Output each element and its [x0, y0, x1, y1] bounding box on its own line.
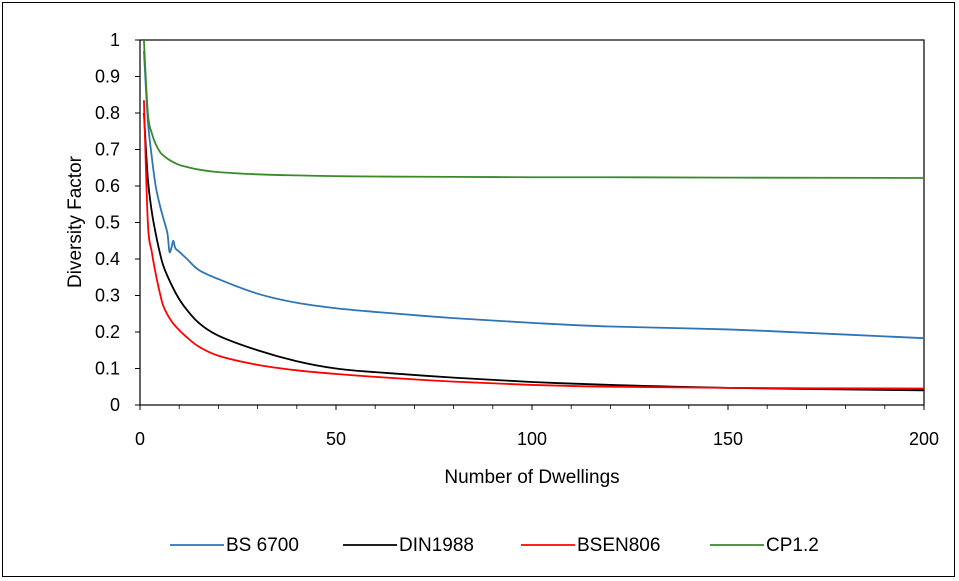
y-tick-label: 1 [110, 30, 120, 50]
legend: BS 6700 DIN1988 BSEN806 CP1.2 [170, 535, 819, 556]
x-axis-ticks: 0 50 100 150 200 [135, 405, 939, 449]
y-tick-label: 0.9 [95, 67, 120, 87]
x-tick-label: 50 [326, 429, 346, 449]
legend-label-bs-6700: BS 6700 [226, 535, 299, 556]
y-tick-label: 0.5 [95, 213, 120, 233]
x-tick-label: 150 [713, 429, 743, 449]
y-axis-title: Diversity Factor [65, 155, 86, 288]
x-axis-title: Number of Dwellings [444, 467, 619, 488]
x-tick-label: 200 [909, 429, 939, 449]
series-line-cp1-2 [143, 39, 925, 179]
legend-label-bsen806: BSEN806 [577, 535, 660, 556]
y-tick-label: 0.3 [95, 286, 120, 306]
y-tick-label: 0.8 [95, 103, 120, 123]
series-line-bsen806 [143, 100, 925, 390]
legend-label-din1988: DIN1988 [399, 535, 474, 556]
series-line-bs-6700 [143, 50, 925, 340]
y-tick-label: 0.2 [95, 322, 120, 342]
y-tick-label: 0 [110, 395, 120, 415]
legend-label-cp1-2: CP1.2 [766, 535, 819, 556]
y-tick-label: 0.4 [95, 249, 120, 269]
x-tick-label: 100 [517, 429, 547, 449]
x-tick-label: 0 [135, 429, 145, 449]
y-axis-ticks: 0 0.1 0.2 0.3 0.4 0.5 0.6 0.7 0.8 0.9 1 [95, 30, 140, 415]
series-line-din1988 [143, 112, 925, 392]
diversity-factor-line-chart: 0 50 100 150 200 0 0.1 0.2 0.3 0.4 0.5 0.6 0.7 0.8 0.… [65, 30, 939, 556]
series-lines [143, 39, 925, 392]
y-tick-label: 0.1 [95, 359, 120, 379]
y-tick-label: 0.7 [95, 140, 120, 160]
y-tick-label: 0.6 [95, 176, 120, 196]
